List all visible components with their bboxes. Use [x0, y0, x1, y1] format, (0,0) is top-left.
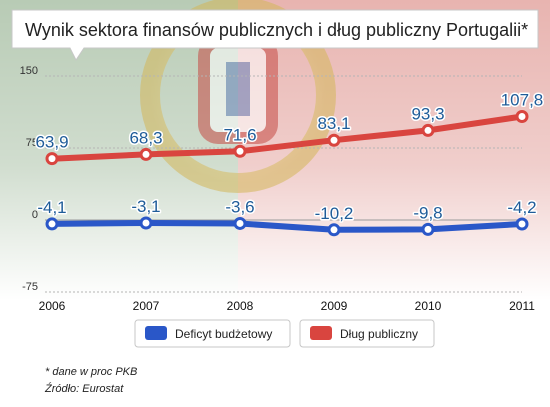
y-axis: 150 75 0 -75 — [20, 65, 38, 293]
data-label: -4,2 — [507, 198, 536, 217]
data-label: 63,9 — [35, 133, 68, 152]
data-point — [421, 123, 435, 137]
data-labels: -4,1 -3,1 -3,6 -10,2 -9,8 -4,2 63,9 68,3 71,6 83,… — [34, 89, 545, 224]
x-tick-label: 2006 — [39, 299, 66, 313]
data-point — [233, 216, 247, 230]
series-layer — [45, 110, 529, 237]
data-point — [45, 217, 59, 231]
legend-label-debt: Dług publiczny — [340, 327, 418, 341]
data-label: 83,1 — [317, 114, 350, 133]
data-point — [139, 216, 153, 230]
title-callout: Wynik sektora finansów publicznych i dłu… — [11, 9, 539, 61]
data-point — [515, 110, 529, 124]
data-point — [45, 152, 59, 166]
data-label: 71,6 — [223, 125, 256, 144]
data-point — [327, 133, 341, 147]
flag-emblem — [140, 0, 336, 193]
data-point — [233, 144, 247, 158]
legend-item-debt: Dług publiczny — [299, 319, 435, 348]
y-tick-label: 150 — [20, 65, 38, 77]
data-point — [139, 147, 153, 161]
legend-swatch-debt — [310, 326, 332, 340]
data-label: 68,3 — [129, 128, 162, 147]
data-label: -3,1 — [131, 197, 160, 216]
legend-swatch-deficit — [145, 326, 167, 340]
series-line — [49, 220, 525, 233]
data-label: 107,8 — [501, 91, 544, 110]
y-tick-label: 0 — [32, 209, 38, 221]
x-tick-label: 2010 — [415, 299, 442, 313]
legend-item-deficit: Deficyt budżetowy — [134, 319, 291, 348]
data-point — [421, 222, 435, 236]
data-point — [327, 223, 341, 237]
legend: Deficyt budżetowy Dług publiczny — [134, 319, 435, 348]
x-tick-label: 2008 — [227, 299, 254, 313]
chart-title: Wynik sektora finansów publicznych i dłu… — [25, 20, 528, 40]
data-label: -4,1 — [37, 198, 66, 217]
data-label: -9,8 — [413, 203, 442, 222]
x-tick-label: 2007 — [133, 299, 160, 313]
x-axis: 2006 2007 2008 2009 2010 2011 — [39, 299, 536, 313]
grid-lines — [45, 75, 522, 293]
data-label: -10,2 — [315, 204, 354, 223]
data-label: -3,6 — [225, 197, 254, 216]
data-point — [515, 217, 529, 231]
footnote-note: * dane w proc PKB — [45, 366, 137, 378]
data-label: 93,3 — [411, 104, 444, 123]
y-tick-label: 75 — [26, 137, 38, 149]
x-tick-label: 2009 — [321, 299, 348, 313]
x-tick-label: 2011 — [509, 299, 535, 313]
series-line — [49, 113, 525, 162]
y-tick-label: -75 — [22, 281, 38, 293]
legend-label-deficit: Deficyt budżetowy — [175, 327, 272, 341]
footnote-source: Źródło: Eurostat — [44, 382, 124, 395]
